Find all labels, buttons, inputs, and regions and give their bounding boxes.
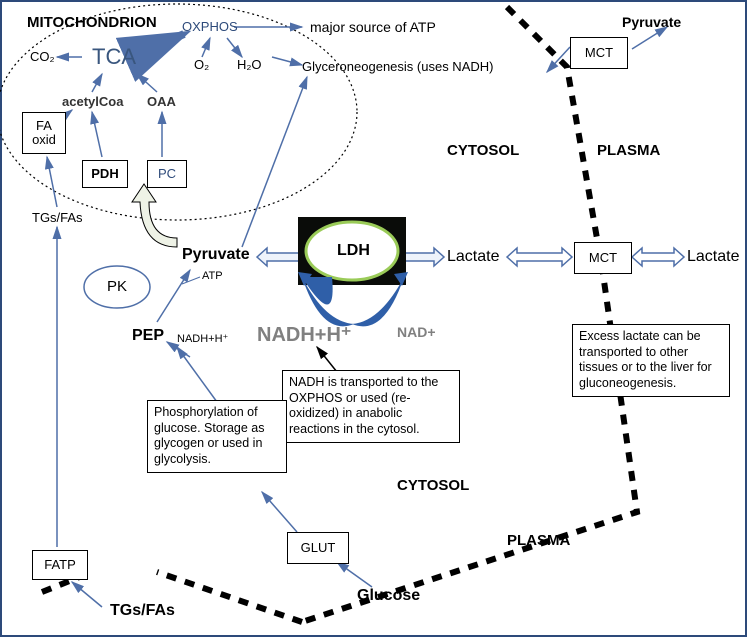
label-glucose: Glucose [357,587,420,605]
label-pep: PEP [132,327,164,345]
label-glyceroneogenesis: Glyceroneogenesis (uses NADH) [302,59,493,74]
label-atp: ATP [202,270,223,282]
region-cytosol-bottom: CYTOSOL [397,477,469,494]
label-h2o: H₂O [237,57,262,72]
label-nadh-big: NADH+H⁺ [257,322,351,347]
box-pc: PC [147,160,187,188]
region-mitochondrion: MITOCHONDRION [27,14,157,31]
label-co2: CO₂ [30,49,55,64]
label-tgsfas: TGs/FAs [32,210,83,225]
region-plasma-bottom: PLASMA [507,532,570,549]
label-tgsfas-bottom: TGs/FAs [110,602,175,620]
label-tca: TCA [92,44,136,70]
label-lactate-cytosol: Lactate [447,248,499,266]
label-oxphos: OXPHOS [182,19,238,34]
box-glut: GLUT [287,532,349,564]
label-o2: O₂ [194,57,209,72]
label-nadh-small: NADH+H⁺ [177,332,228,345]
label-ldh: LDH [337,242,370,260]
note-lactate: Excess lactate can be transported to oth… [572,324,730,397]
region-cytosol-top: CYTOSOL [447,142,519,159]
label-acetylcoa: acetylCoa [62,94,123,109]
box-fatp: FATP [32,550,88,580]
note-glucose: Phosphorylation of glucose. Storage as g… [147,400,287,473]
box-mct-top: MCT [570,37,628,69]
region-plasma-top: PLASMA [597,142,660,159]
box-pdh: PDH [82,160,128,188]
box-mct-right: MCT [574,242,632,274]
label-pk: PK [107,278,127,295]
label-pyruvate-cytosol: Pyruvate [182,246,250,264]
label-oaa: OAA [147,94,176,109]
box-fa-oxid: FA oxid [22,112,66,154]
label-pyruvate-top: Pyruvate [622,14,681,30]
label-atp-source: major source of ATP [310,19,436,35]
label-lactate-plasma: Lactate [687,248,739,266]
note-nadh: NADH is transported to the OXPHOS or use… [282,370,460,443]
label-nad-plus: NAD+ [397,324,436,340]
